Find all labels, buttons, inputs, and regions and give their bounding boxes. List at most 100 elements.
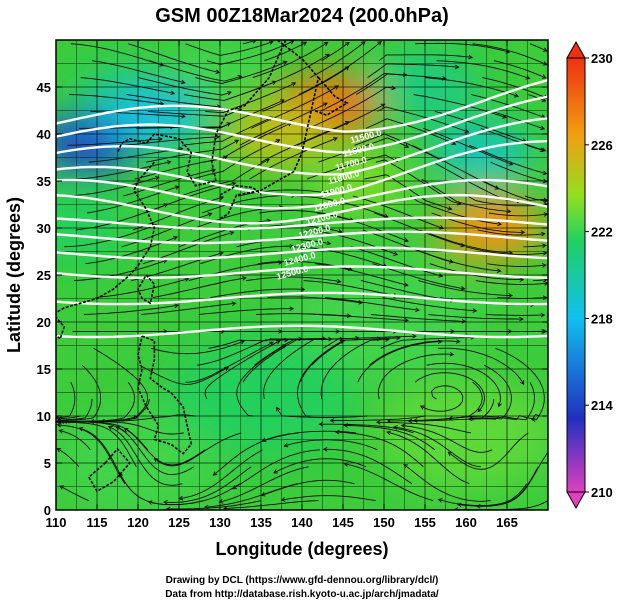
streamline-arrow-228 [215,69,221,75]
streamline-132 [351,246,443,277]
streamline-73 [311,337,400,366]
streamline-arrow-215 [360,41,366,46]
field-patch-6 [378,379,548,490]
streamline-113 [246,276,341,283]
streamline-32 [344,424,436,451]
y-axis-label: Latitude (degrees) [4,197,24,353]
streamline-31 [284,439,378,451]
streamline-arrow-111 [218,251,224,256]
streamline-203 [126,94,221,108]
contour-line-9 [56,265,548,279]
streamline-3 [166,500,262,510]
x-axis-ticks: 110 115 120 125 130 135 140 145 150 155 160 165 [46,40,518,530]
x-tick-label-120: 120 [127,515,149,530]
streamline-arrow-13 [260,492,266,497]
streamline-29 [179,449,263,500]
streamline-148 [316,212,409,242]
streamline-191 [365,118,456,145]
colorbar-tick-label-230: 230 [591,51,613,66]
streamline-arrow-193 [541,147,547,152]
streamline-arrow-40 [318,421,324,427]
streamline-151 [488,212,548,217]
streamline-arrow-11 [147,500,153,505]
streamline-arrow-75 [497,402,502,408]
streamline-arrow-158 [497,221,503,227]
streamline-arrow-14 [322,446,328,452]
streamline-arrow-69 [56,418,62,423]
streamline-arrow-101 [540,312,546,318]
streamline-arrow-227 [159,62,165,67]
streamline-arrow-202 [159,101,165,106]
contour-line-2 [56,117,548,176]
streamline-arrow-65 [437,339,443,345]
streamline-161 [77,161,171,180]
streamline-42 [448,432,529,470]
streamline-146 [201,195,295,214]
streamline-220 [149,60,242,82]
streamline-79 [208,338,302,349]
streamline-43 [58,415,81,420]
streamline-54 [204,340,281,400]
height-contours [56,78,548,339]
streamline-213 [195,61,287,84]
y-tick-label-35: 35 [37,174,51,189]
streamline-arrow-15 [386,430,391,436]
streamline-arrow-7 [403,463,409,469]
streamline-arrow-145 [231,181,237,187]
streamline-214 [252,42,328,79]
streamline-arrow-137 [219,195,225,201]
streamline-173 [318,137,409,163]
streamline-36 [90,421,184,435]
streamline-arrow-197 [344,66,350,71]
streamline-58 [420,385,464,412]
streamline-arrow-150 [520,230,526,235]
y-tick-label-5: 5 [44,456,51,471]
streamline-182 [354,133,444,162]
x-tick-label-145: 145 [332,515,354,530]
streamline-arrow-223 [344,42,350,47]
contour-line-3 [56,139,548,197]
contour-line-10 [56,291,548,306]
streamline-218 [482,77,548,99]
coastline-2 [116,40,287,187]
streamline-76 [470,364,512,420]
streamline-177 [67,138,163,146]
streamline-4 [223,500,319,509]
streamline-200 [434,110,526,142]
coastlines [56,40,349,493]
streamline-arrow-41 [375,419,381,425]
streamline-141 [362,229,454,263]
streamline-arrow-58 [419,405,425,410]
streamline-arrow-0 [59,485,64,490]
streamline-arrow-10 [107,425,113,431]
streamline-arrow-12 [203,504,209,510]
streamline-arrow-113 [336,278,342,284]
streamline-206 [298,41,382,95]
streamline-66 [414,372,486,412]
streamline-30 [232,449,321,490]
x-tick-label-140: 140 [291,515,313,530]
y-tick-label-15: 15 [37,362,51,377]
streamline-153 [123,169,216,197]
streamline-arrow-183 [494,185,500,190]
streamline-16 [438,483,528,506]
streamline-arrow-184 [542,170,548,176]
streamline-arrow-67 [412,418,418,423]
streamline-arrow-211 [170,90,176,96]
streamline-arrow-208 [501,114,507,119]
x-tick-label-165: 165 [496,515,518,530]
streamline-arrow-22 [273,469,278,474]
streamline-arrow-66 [477,407,483,413]
colorbar-tick-label-218: 218 [591,311,613,326]
streamline-63 [242,338,326,383]
streamline-arrow-23 [334,429,340,435]
streamline-207 [355,73,446,95]
streamline-109 [497,297,547,299]
streamline-41 [376,421,471,434]
streamline-181 [296,103,385,146]
streamline-arrow-49 [329,418,335,423]
streamline-arrow-178 [215,134,221,140]
streamline-arrow-189 [334,85,340,90]
streamline-167 [421,178,511,212]
x-tick-label-150: 150 [373,515,395,530]
